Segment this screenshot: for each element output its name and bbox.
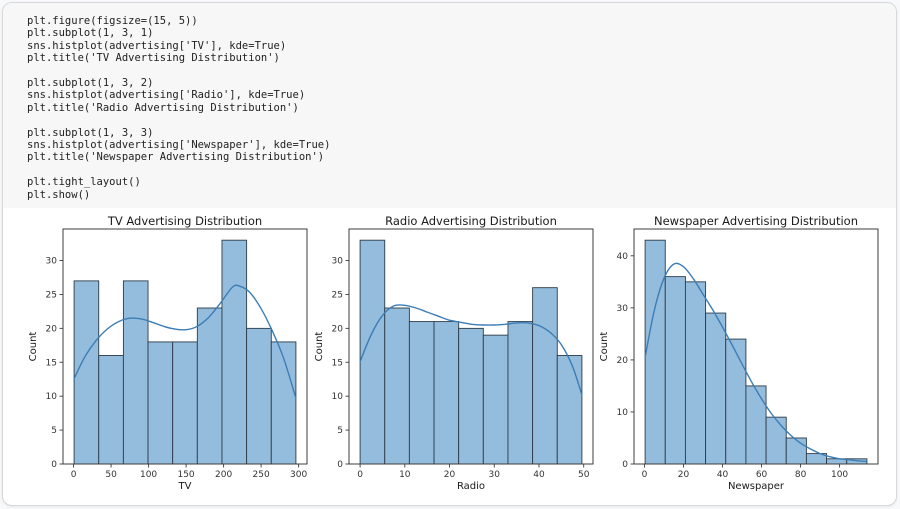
y-tick-label: 0 bbox=[337, 460, 343, 470]
histogram-radio: 0 10 20 30 40 50 0 5 10 15 20 25 30 Radio Advertising… bbox=[314, 216, 593, 492]
histogram-bar bbox=[664, 276, 686, 465]
y-tick-label: 20 bbox=[46, 324, 58, 334]
y-tick-label: 30 bbox=[46, 257, 58, 267]
x-axis-label: TV bbox=[178, 481, 192, 492]
y-axis-label: Count bbox=[314, 332, 325, 362]
x-axis-label: Newspaper bbox=[728, 481, 785, 492]
y-tick-label: 0 bbox=[51, 460, 57, 470]
histogram-bars bbox=[73, 239, 297, 465]
histogram-bar bbox=[383, 307, 410, 465]
plot-border bbox=[348, 228, 593, 465]
x-tick-label: 150 bbox=[177, 470, 194, 480]
histogram-bar bbox=[408, 321, 434, 465]
y-tick-label: 10 bbox=[617, 408, 629, 418]
y-tick-label: 5 bbox=[337, 426, 343, 436]
histogram-bars bbox=[644, 239, 868, 465]
y-tick-label: 10 bbox=[46, 392, 58, 402]
histogram-bar bbox=[433, 321, 459, 465]
x-tick-label: 10 bbox=[399, 470, 411, 480]
x-tick-label: 50 bbox=[105, 470, 117, 480]
y-tick-label: 40 bbox=[617, 252, 629, 262]
chart-title: Radio Advertising Distribution bbox=[385, 216, 557, 228]
histogram-bars bbox=[359, 239, 582, 465]
histogram-bar bbox=[725, 338, 747, 465]
x-tick-label: 200 bbox=[215, 470, 232, 480]
y-tick-label: 20 bbox=[617, 356, 629, 366]
x-axis-ticks: 0 50 100 150 200 250 300 bbox=[71, 464, 307, 480]
chart-title: TV Advertising Distribution bbox=[107, 216, 262, 228]
histogram-bar bbox=[705, 312, 727, 465]
x-tick-label: 0 bbox=[71, 470, 77, 480]
y-tick-label: 5 bbox=[51, 426, 57, 436]
histogram-bar bbox=[196, 307, 223, 465]
histogram-bar bbox=[98, 355, 124, 465]
x-tick-label: 40 bbox=[717, 470, 729, 480]
histogram-bar bbox=[507, 321, 533, 465]
histogram-bar bbox=[457, 327, 484, 465]
kde-curve bbox=[73, 284, 297, 399]
chart-title: Newspaper Advertising Distribution bbox=[654, 216, 858, 228]
x-tick-label: 40 bbox=[533, 470, 545, 480]
x-tick-label: 20 bbox=[443, 470, 455, 480]
y-axis-ticks: 0 10 20 30 40 bbox=[617, 252, 634, 470]
kde-curve bbox=[358, 304, 583, 396]
x-tick-label: 60 bbox=[756, 470, 768, 480]
x-tick-label: 0 bbox=[642, 470, 648, 480]
histogram-bar bbox=[221, 239, 248, 465]
histogram-bar bbox=[785, 437, 807, 465]
histogram-bar bbox=[556, 355, 582, 465]
y-tick-label: 15 bbox=[46, 358, 57, 368]
histogram-bar bbox=[122, 280, 149, 465]
y-tick-label: 10 bbox=[331, 392, 343, 402]
histogram-bar bbox=[531, 287, 558, 465]
histogram-bar bbox=[270, 341, 297, 465]
y-axis-label: Count bbox=[599, 332, 610, 362]
code-cell: plt.figure(figsize=(15, 5)) plt.subplot(… bbox=[3, 3, 896, 208]
histogram-bar bbox=[482, 334, 508, 465]
histogram-bar bbox=[745, 385, 767, 465]
y-axis-ticks: 0 5 10 15 20 25 30 bbox=[331, 257, 349, 470]
output-area: 0 50 100 150 200 250 300 0 5 10 15 20 25 30 TV Adverti… bbox=[3, 208, 896, 498]
y-tick-label: 20 bbox=[331, 324, 343, 334]
y-tick-label: 30 bbox=[617, 304, 629, 314]
plot-border bbox=[62, 228, 308, 465]
histogram-bar bbox=[246, 327, 272, 465]
figure-output: 0 50 100 150 200 250 300 0 5 10 15 20 25 30 TV Adverti… bbox=[27, 216, 883, 498]
y-tick-label: 0 bbox=[622, 460, 628, 470]
y-tick-label: 25 bbox=[331, 290, 342, 300]
histogram-bar bbox=[684, 281, 707, 465]
x-tick-label: 50 bbox=[577, 470, 589, 480]
x-tick-label: 100 bbox=[831, 470, 848, 480]
histogram-bar bbox=[172, 341, 198, 465]
histogram-bar bbox=[147, 341, 174, 465]
y-axis-label: Count bbox=[28, 332, 39, 362]
x-tick-label: 0 bbox=[357, 470, 363, 480]
x-tick-label: 250 bbox=[253, 470, 270, 480]
y-tick-label: 30 bbox=[331, 257, 343, 267]
x-tick-label: 20 bbox=[678, 470, 690, 480]
y-tick-label: 25 bbox=[46, 290, 57, 300]
x-tick-label: 30 bbox=[488, 470, 500, 480]
x-tick-label: 80 bbox=[795, 470, 807, 480]
code-cell-source[interactable]: plt.figure(figsize=(15, 5)) plt.subplot(… bbox=[27, 15, 331, 201]
plot-border bbox=[633, 228, 879, 465]
x-tick-label: 100 bbox=[140, 470, 157, 480]
histogram-tv: 0 50 100 150 200 250 300 0 5 10 15 20 25 30 TV Adverti… bbox=[28, 216, 308, 492]
histogram-bar bbox=[644, 239, 666, 465]
x-axis-label: Radio bbox=[456, 481, 484, 492]
y-axis-ticks: 0 5 10 15 20 25 30 bbox=[46, 257, 63, 470]
x-axis-ticks: 0 10 20 30 40 50 bbox=[357, 464, 589, 480]
kde-curve bbox=[644, 262, 868, 463]
histogram-newspaper: 0 20 40 60 80 100 0 10 20 30 40 Newspaper Advertisi… bbox=[599, 216, 879, 492]
x-axis-ticks: 0 20 40 60 80 100 bbox=[642, 464, 848, 480]
histogram-bar bbox=[765, 416, 787, 465]
histogram-bar bbox=[73, 280, 100, 465]
y-tick-label: 15 bbox=[331, 358, 342, 368]
x-tick-label: 300 bbox=[290, 470, 307, 480]
